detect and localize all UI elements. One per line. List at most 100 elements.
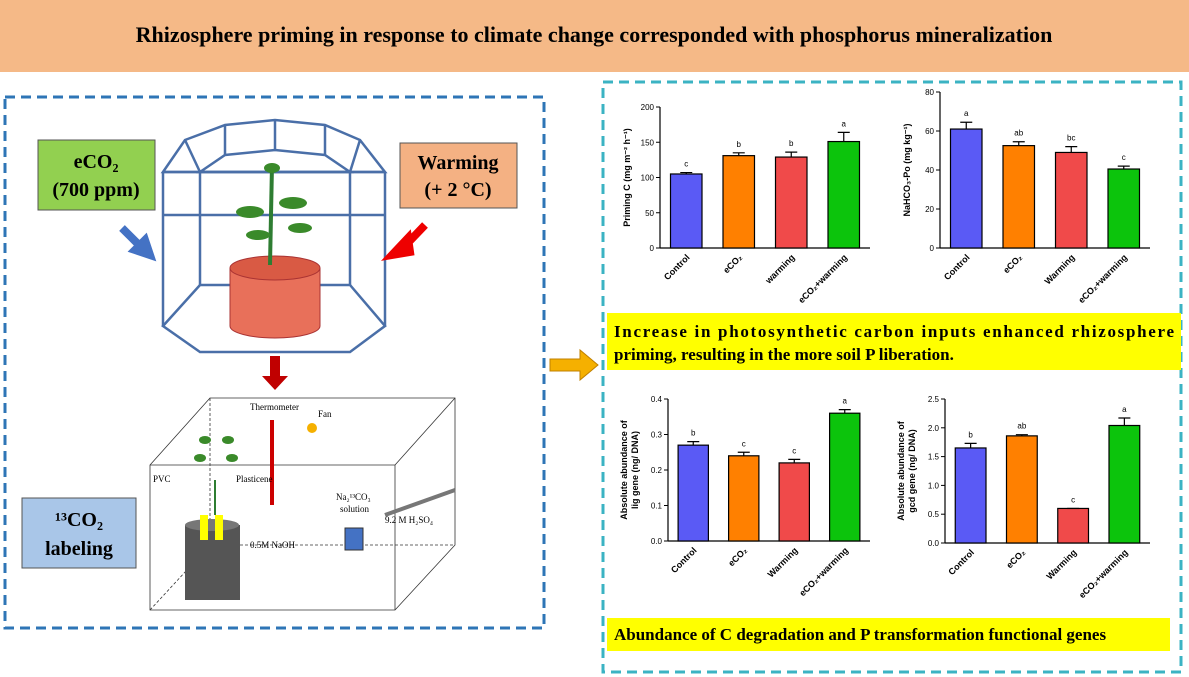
- title: Rhizosphere priming in response to clima…: [136, 22, 1053, 47]
- significance-letter: c: [1122, 153, 1126, 162]
- bar: [827, 140, 861, 249]
- significance-letter: ab: [1017, 422, 1026, 431]
- arrow: [262, 356, 288, 390]
- syringe: [384, 488, 456, 517]
- bar: [1005, 435, 1038, 544]
- x-tick-label: warming: [763, 252, 797, 286]
- x-tick-label: eCO₂: [1001, 252, 1024, 275]
- y-tick-label: 80: [925, 88, 934, 97]
- seedling: [194, 436, 238, 515]
- y-tick-label: 0.4: [651, 395, 663, 404]
- eco2-label: eCO₂: [74, 151, 119, 173]
- significance-letter: c: [1071, 495, 1075, 504]
- error-bar: [737, 451, 750, 456]
- y-axis-label: gcd gene (ng/ DNA): [907, 429, 917, 513]
- error-bar: [1065, 146, 1078, 153]
- apparatus-label: Thermometer: [250, 402, 299, 412]
- y-tick-label: 100: [641, 174, 655, 183]
- y-axis-label: Absolute abundance of: [896, 420, 906, 521]
- jar: [185, 525, 240, 600]
- header-band: [0, 0, 1189, 72]
- caption: Abundance of C degradation and P transfo…: [614, 625, 1106, 644]
- bar: [1002, 145, 1036, 249]
- x-tick-label: Control: [662, 252, 692, 282]
- x-tick-label: eCO₂+warming: [797, 545, 850, 598]
- y-tick-label: 2.0: [928, 424, 940, 433]
- y-tick-label: 0: [930, 244, 935, 253]
- significance-letter: b: [691, 429, 696, 438]
- error-bar: [1015, 434, 1028, 436]
- warming-label: (+ 2 °C): [424, 179, 491, 201]
- y-tick-label: 0.0: [928, 539, 940, 548]
- x-tick-label: Warming: [766, 545, 800, 579]
- y-tick-label: 50: [645, 209, 654, 218]
- y-tick-label: 150: [641, 138, 655, 147]
- pot-top: [229, 255, 321, 281]
- bar: [1107, 168, 1141, 249]
- bar: [778, 462, 810, 542]
- vial: [215, 515, 223, 540]
- x-tick-label: Control: [946, 547, 976, 577]
- bar: [677, 444, 709, 542]
- apparatus-label: 9.2 M H₂SO₄: [385, 515, 433, 525]
- y-tick-label: 20: [925, 205, 934, 214]
- fan: [307, 423, 317, 433]
- eco2-label: (700 ppm): [52, 179, 139, 201]
- x-tick-label: Control: [942, 252, 972, 282]
- bar: [1057, 507, 1090, 544]
- error-bar: [680, 171, 693, 174]
- labeling-box: [21, 497, 137, 569]
- y-tick-label: 0.2: [651, 466, 663, 475]
- significance-letter: a: [964, 109, 969, 118]
- error-bar: [838, 409, 851, 414]
- caption-box: [607, 618, 1170, 651]
- labeling-label: labeling: [45, 538, 113, 560]
- labeling-label: ¹³CO₂: [55, 509, 103, 531]
- warming-box: [399, 142, 518, 209]
- bar: [727, 455, 760, 542]
- arrow: [549, 348, 599, 382]
- error-bar: [785, 151, 798, 158]
- apparatus-label: PVC: [153, 474, 171, 484]
- caption-box: [607, 313, 1181, 370]
- y-tick-label: 0: [650, 244, 655, 253]
- error-bar: [788, 458, 801, 463]
- apparatus-label: Na₂¹³CO₃: [336, 492, 371, 502]
- y-tick-label: 1.0: [928, 481, 940, 490]
- error-bar: [837, 131, 850, 142]
- eco2-box: [37, 139, 156, 211]
- y-tick-label: 200: [641, 103, 655, 112]
- bar: [774, 156, 808, 249]
- significance-letter: a: [842, 119, 847, 128]
- significance-letter: b: [737, 140, 742, 149]
- significance-letter: bc: [1067, 134, 1075, 143]
- plant: [236, 163, 312, 266]
- apparatus-label: Fan: [318, 409, 332, 419]
- arrow: [380, 222, 428, 261]
- x-tick-label: eCO₂: [721, 252, 744, 275]
- x-tick-label: Warming: [1044, 547, 1078, 581]
- bar: [949, 128, 983, 249]
- bar: [954, 447, 987, 544]
- bar: [1054, 151, 1088, 249]
- pot: [229, 268, 321, 339]
- significance-letter: c: [792, 446, 796, 455]
- x-tick-label: eCO₂+warming: [1076, 252, 1129, 305]
- significance-letter: b: [789, 139, 794, 148]
- caption: priming, resulting in the more soil P li…: [614, 345, 954, 364]
- y-tick-label: 0.1: [651, 502, 663, 511]
- jar-top: [185, 519, 239, 531]
- bar: [1108, 424, 1141, 544]
- significance-letter: c: [684, 160, 688, 169]
- solution-bottle: [344, 527, 364, 551]
- error-bar: [1012, 141, 1025, 146]
- apparatus-label: solution: [340, 504, 370, 514]
- error-bar: [1117, 165, 1130, 170]
- error-bar: [732, 152, 745, 156]
- bar: [722, 155, 756, 249]
- y-axis-label: NaHCO₃-Po (mg kg⁻¹): [902, 124, 912, 217]
- x-tick-label: eCO₂+warming: [1077, 547, 1130, 600]
- y-axis-label: Priming C (mg m⁻² h⁻¹): [622, 128, 632, 227]
- right-frame: [601, 80, 1183, 674]
